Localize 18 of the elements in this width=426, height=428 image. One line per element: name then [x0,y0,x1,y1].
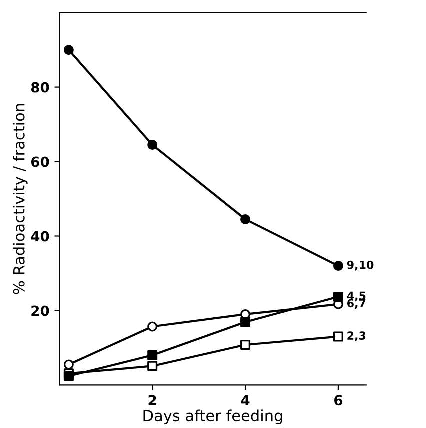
y-axis-title: % Radioactivity / fraction [13,104,28,294]
point [333,292,344,302]
y-tick-label: 60 [31,156,50,168]
point [240,317,251,328]
y-tick-label: 80 [31,82,50,93]
series-label: 2,3 [348,332,366,342]
point [148,361,158,372]
x-axis-title: Days after feeding [144,410,282,425]
x-tick-label: 4 [241,395,250,406]
x-tick-label: 6 [334,395,343,406]
point [148,350,158,360]
y-tick-label: 20 [32,306,50,316]
point [333,332,344,342]
point [240,340,251,350]
series-label: 9,10 [347,260,374,271]
y-tick-label: 40 [31,231,50,242]
point [64,371,74,382]
x-tick-label: 2 [148,395,156,406]
